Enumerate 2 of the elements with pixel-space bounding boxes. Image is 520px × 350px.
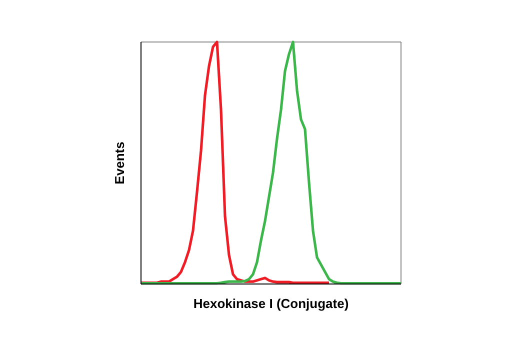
y-axis-title: Events bbox=[112, 142, 127, 184]
x-axis-title: Hexokinase I (Conjugate) bbox=[193, 296, 349, 311]
